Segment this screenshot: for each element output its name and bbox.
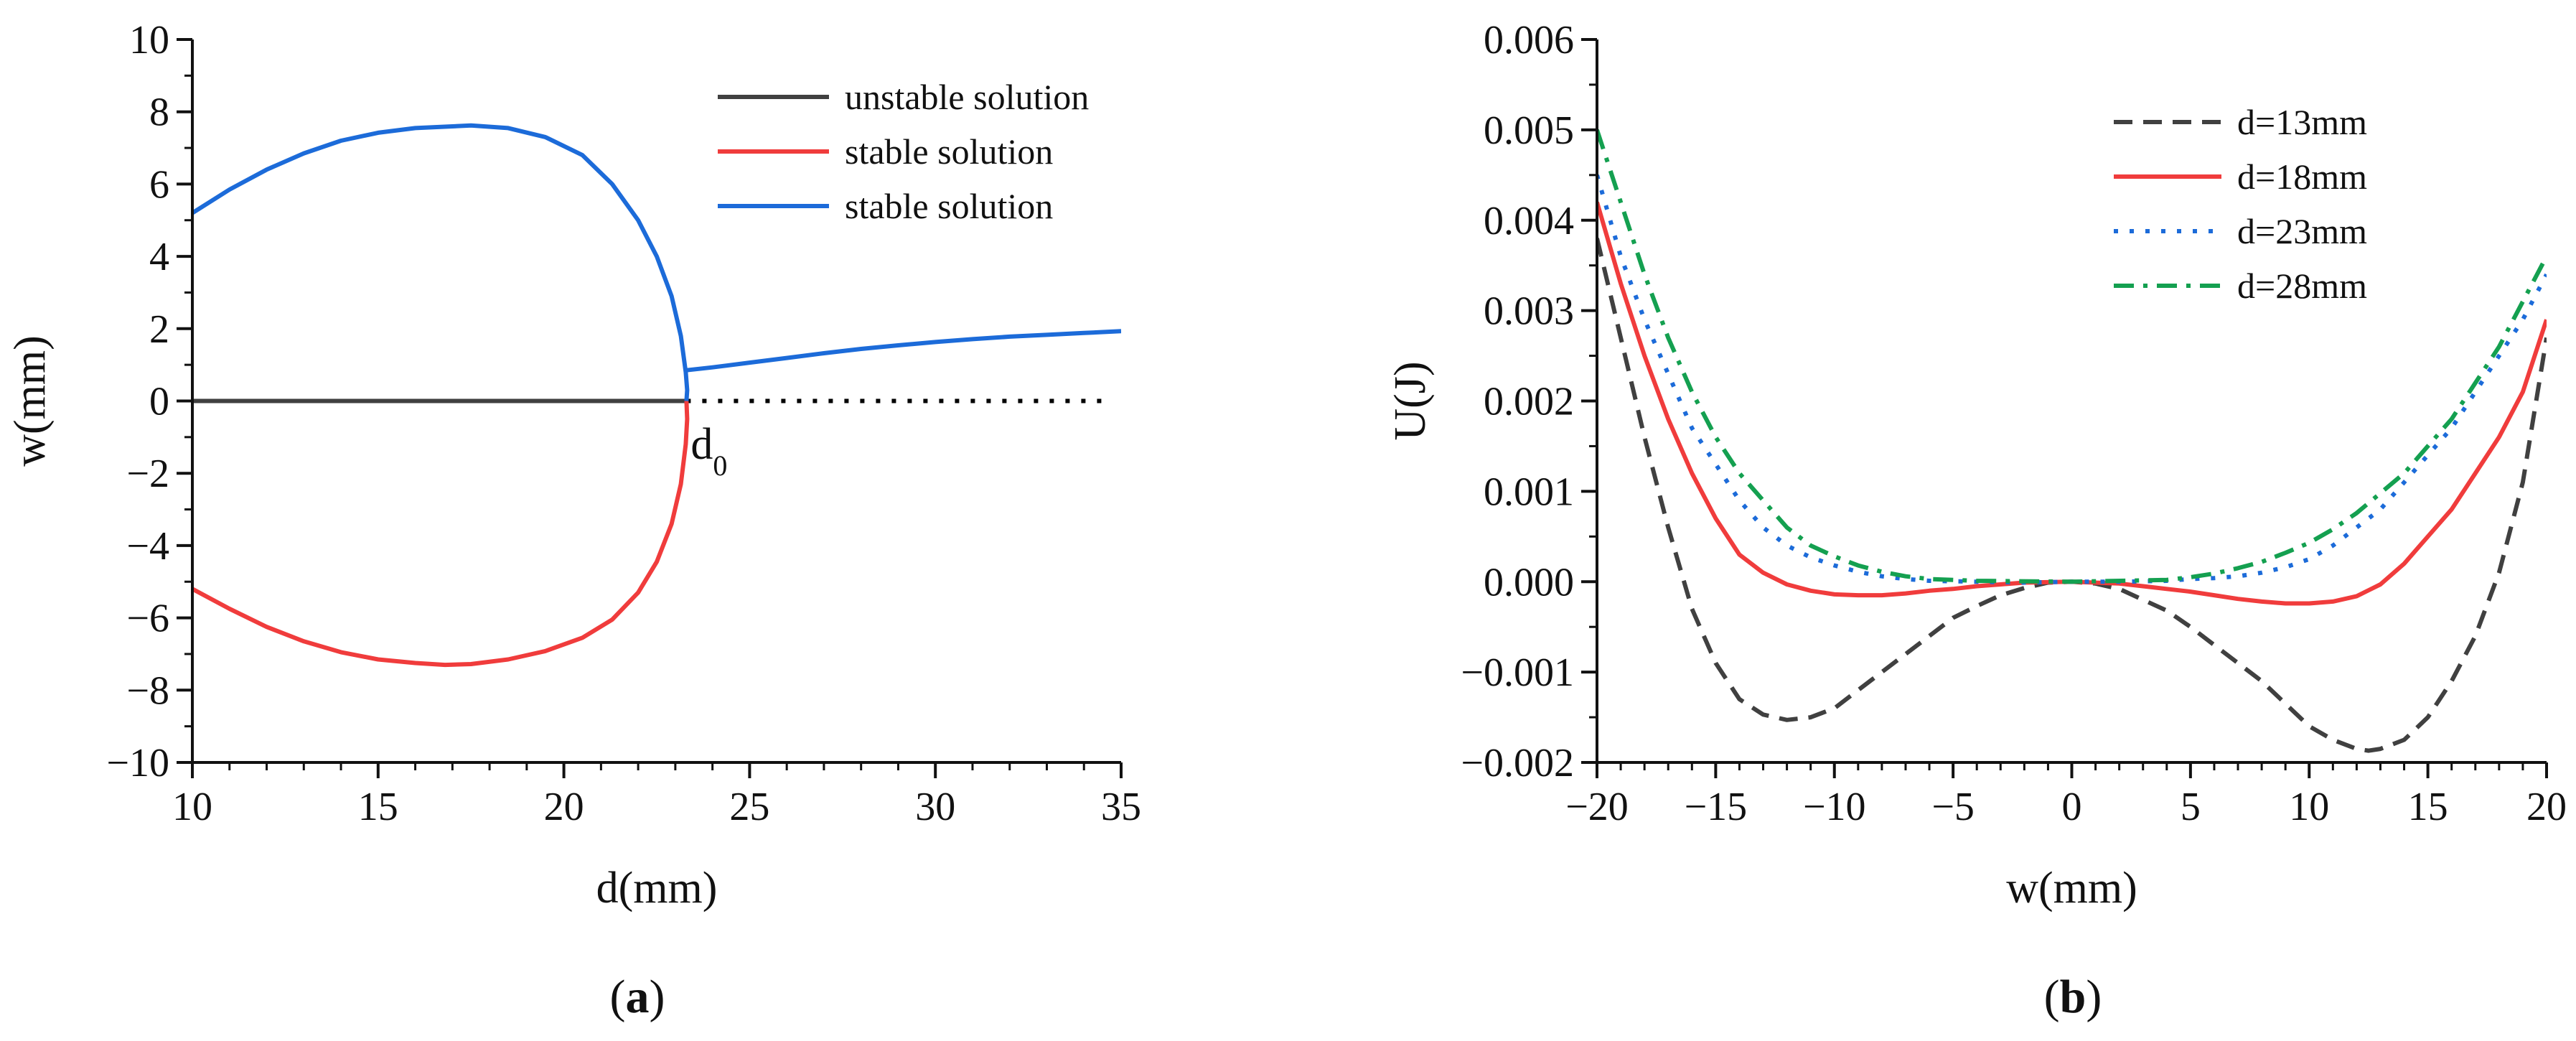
legend-label-0: d=13mm: [2237, 102, 2367, 142]
x-tick-label: 25: [729, 785, 769, 829]
x-axis-label: d(mm): [596, 864, 718, 912]
chart-b: −20 −15 −10 −5 0 5 10 15 20 −0.002 −0.001 0.000 0.00…: [1386, 18, 2567, 912]
y-tick-label: 0.004: [1484, 199, 1574, 243]
annotation-subscript: 0: [713, 449, 727, 481]
legend-label-0: unstable solution: [845, 77, 1089, 117]
y-tick-label: 0.000: [1484, 560, 1574, 604]
y-tick-label: 10: [129, 18, 169, 62]
x-tick-label: 20: [2526, 785, 2567, 829]
y-tick-label: −0.002: [1461, 741, 1574, 785]
annotation-d0: d0: [690, 420, 727, 482]
x-tick-label: −20: [1565, 785, 1629, 829]
y-tick-label: 4: [149, 235, 169, 279]
legend-label-2: d=23mm: [2237, 211, 2367, 251]
x-tick-label: −15: [1685, 785, 1748, 829]
panel-a-caption: (a): [610, 971, 665, 1023]
legend: unstable solution stable solution stable s…: [718, 77, 1089, 226]
x-axis-label: w(mm): [2006, 864, 2137, 912]
series-group: [192, 123, 1121, 668]
y-tick-label: −6: [126, 597, 169, 641]
x-tick-label: 30: [915, 785, 955, 829]
legend-label-2: stable solution: [845, 131, 1053, 172]
y-tick-label: 0.003: [1484, 289, 1574, 334]
x-tick-label: −10: [1803, 785, 1866, 829]
panel-b-letter: b: [2060, 971, 2086, 1023]
x-tick-label: 0: [2062, 785, 2082, 829]
panel-b-caption: (b): [2044, 971, 2102, 1023]
legend-label-3: d=28mm: [2237, 266, 2367, 306]
y-tick-label: 0.002: [1484, 380, 1574, 424]
y-tick-label: 0.005: [1484, 108, 1574, 153]
x-tick-label: 35: [1101, 785, 1141, 829]
panel-a-open: (: [610, 971, 626, 1023]
y-tick-label: 0.006: [1484, 18, 1574, 62]
y-tick-label: −4: [126, 524, 169, 569]
y-tick-label: −0.001: [1461, 650, 1574, 695]
panel-a-close: ): [650, 971, 665, 1023]
y-tick-label: 6: [149, 162, 169, 207]
annotation-main: d: [690, 420, 713, 469]
y-axis-label: U(J): [1386, 361, 1435, 440]
y-tick-label: 0.001: [1484, 470, 1574, 514]
series-line-stable-solution-2: [192, 401, 690, 668]
x-tick-label: −5: [1931, 785, 1975, 829]
legend-label-3: stable solution: [845, 186, 1053, 226]
x-tick-label: 10: [2289, 785, 2329, 829]
y-axis-label: w(mm): [6, 335, 55, 467]
series-group: [1597, 129, 2547, 753]
panel-b-close: ): [2086, 971, 2102, 1023]
x-tick-label: 10: [172, 785, 212, 829]
series-line-segment-4: [686, 329, 1121, 373]
y-tick-label: 0: [149, 380, 169, 424]
legend: d=13mm d=18mm d=23mm d=28mm: [2114, 102, 2367, 306]
x-tick-label: 5: [2181, 785, 2201, 829]
y-tick-label: 2: [149, 307, 169, 352]
x-tick-label: 20: [544, 785, 584, 829]
legend-label-1: d=18mm: [2237, 157, 2367, 197]
y-tick-label: −2: [126, 452, 169, 496]
x-tick-label: 15: [358, 785, 398, 829]
y-tick-label: −10: [106, 741, 169, 785]
panel-a-letter: a: [626, 971, 650, 1023]
panel-b-open: (: [2044, 971, 2060, 1023]
y-tick-label: 8: [149, 90, 169, 135]
y-tick-label: −8: [126, 668, 169, 713]
series-line-stable-solution-3: [192, 123, 690, 401]
chart-a: 10 15 20 25 30 35 −10 −8 −6 −4 −2 0 2 4 6 8 10 d(mm) w(mm)…: [6, 18, 1141, 912]
series-line-d-13mm-0: [1597, 238, 2547, 753]
series-line-d-23mm-2: [1597, 174, 2547, 585]
series-line-d-28mm-3: [1597, 129, 2547, 584]
x-tick-label: 15: [2408, 785, 2448, 829]
